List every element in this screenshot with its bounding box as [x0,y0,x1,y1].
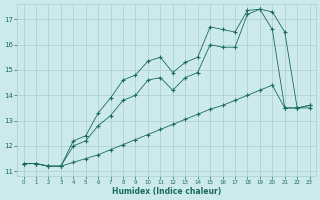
X-axis label: Humidex (Indice chaleur): Humidex (Indice chaleur) [112,187,221,196]
